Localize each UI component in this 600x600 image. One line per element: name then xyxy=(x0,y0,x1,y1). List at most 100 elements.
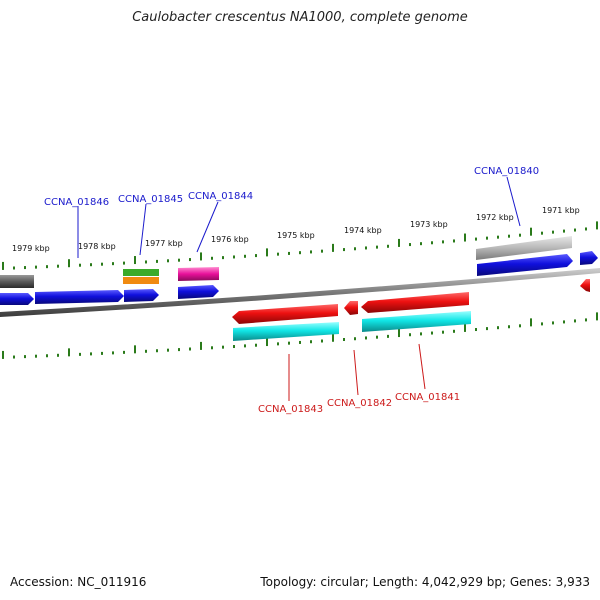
ruler-minor-tick xyxy=(343,338,345,342)
ruler-minor-tick xyxy=(112,262,114,266)
ruler-major-tick xyxy=(2,350,4,359)
ruler-minor-tick xyxy=(442,240,444,244)
gene-label-ccna-01841[interactable]: CCNA_01841 xyxy=(395,392,460,403)
upper-coordinate-ruler xyxy=(2,221,598,270)
ruler-minor-tick xyxy=(35,354,37,358)
ruler-minor-tick xyxy=(585,318,587,322)
ruler-minor-tick xyxy=(277,342,279,346)
ruler-major-tick xyxy=(266,248,268,257)
gene-feature-green[interactable] xyxy=(123,269,159,276)
ruler-minor-tick xyxy=(497,235,499,239)
map-title: Caulobacter crescentus NA1000, complete … xyxy=(132,10,468,25)
ruler-minor-tick xyxy=(310,250,312,254)
ruler-minor-tick xyxy=(244,254,246,258)
ruler-major-tick xyxy=(398,329,400,338)
tick-label-1979: 1979 kbp xyxy=(12,244,50,253)
ruler-major-tick xyxy=(68,259,70,268)
gene-feature-dark-gray[interactable] xyxy=(0,275,34,288)
ruler-minor-tick xyxy=(24,266,26,270)
ruler-minor-tick xyxy=(354,247,356,251)
ruler-major-tick xyxy=(332,333,334,342)
gene-feature-ccna-01844[interactable] xyxy=(178,267,219,281)
genome-backbone xyxy=(0,268,600,317)
ruler-minor-tick xyxy=(552,230,554,234)
ruler-minor-tick xyxy=(57,353,59,357)
gene-arrow-red-small[interactable] xyxy=(580,279,590,292)
ruler-minor-tick xyxy=(35,265,37,269)
ruler-minor-tick xyxy=(475,328,477,332)
ruler-minor-tick xyxy=(211,346,213,350)
forward-strand-track xyxy=(0,236,598,305)
genome-summary-text: Topology: circular; Length: 4,042,929 bp… xyxy=(260,575,590,589)
gene-label-ccna-01845[interactable]: CCNA_01845 xyxy=(118,194,183,205)
gene-feature-orange[interactable] xyxy=(123,277,159,284)
lower-coordinate-ruler xyxy=(2,312,598,359)
gene-label-ccna-01843[interactable]: CCNA_01843 xyxy=(258,404,323,415)
ruler-minor-tick xyxy=(376,335,378,339)
ruler-major-tick xyxy=(464,323,466,332)
ruler-minor-tick xyxy=(211,256,213,260)
ruler-minor-tick xyxy=(563,320,565,324)
ruler-minor-tick xyxy=(112,351,114,355)
gene-arrow-ccna-01841[interactable] xyxy=(361,292,469,313)
ruler-minor-tick xyxy=(563,229,565,233)
gene-feature-cyan-2[interactable] xyxy=(362,311,471,332)
ruler-minor-tick xyxy=(343,248,345,252)
tick-label-1976: 1976 kbp xyxy=(211,235,249,244)
ruler-minor-tick xyxy=(321,249,323,253)
ruler-major-tick xyxy=(398,238,400,247)
ruler-major-tick xyxy=(596,221,598,230)
gene-feature-cyan-1[interactable] xyxy=(233,322,339,341)
ruler-minor-tick xyxy=(13,266,15,270)
ruler-minor-tick xyxy=(46,354,48,358)
ruler-minor-tick xyxy=(13,355,15,359)
ruler-minor-tick xyxy=(409,243,411,247)
ruler-minor-tick xyxy=(178,348,180,352)
gene-arrow-blue-5[interactable] xyxy=(477,254,573,276)
ruler-minor-tick xyxy=(486,236,488,240)
ruler-minor-tick xyxy=(24,355,26,359)
ruler-minor-tick xyxy=(277,252,279,256)
ruler-minor-tick xyxy=(519,324,521,328)
gene-arrow-ccna-01846[interactable] xyxy=(35,290,124,304)
ruler-minor-tick xyxy=(90,352,92,356)
gene-label-ccna-01842[interactable]: CCNA_01842 xyxy=(327,398,392,409)
ruler-minor-tick xyxy=(508,234,510,238)
ruler-minor-tick xyxy=(585,227,587,231)
ruler-minor-tick xyxy=(189,258,191,262)
ruler-minor-tick xyxy=(123,350,125,354)
ruler-minor-tick xyxy=(46,265,48,269)
ruler-major-tick xyxy=(530,318,532,327)
label-leader-lines xyxy=(77,176,521,401)
tick-label-1978: 1978 kbp xyxy=(78,242,116,251)
tick-label-1972: 1972 kbp xyxy=(476,213,514,222)
ruler-minor-tick xyxy=(145,349,147,353)
gene-label-ccna-01846[interactable]: CCNA_01846 xyxy=(44,197,109,208)
ruler-minor-tick xyxy=(90,263,92,267)
ruler-minor-tick xyxy=(497,326,499,330)
gene-arrow-blue-4[interactable] xyxy=(178,285,219,299)
ruler-major-tick xyxy=(200,341,202,350)
gene-arrow-ccna-01843[interactable] xyxy=(232,304,338,324)
ruler-minor-tick xyxy=(541,231,543,235)
ruler-minor-tick xyxy=(552,321,554,325)
ruler-minor-tick xyxy=(79,352,81,356)
gene-label-ccna-01844[interactable]: CCNA_01844 xyxy=(188,191,253,202)
gene-label-ccna-01840[interactable]: CCNA_01840 xyxy=(474,166,539,177)
ruler-minor-tick xyxy=(244,344,246,348)
ruler-minor-tick xyxy=(354,337,356,341)
ruler-minor-tick xyxy=(387,334,389,338)
gene-arrow-blue-1[interactable] xyxy=(0,293,34,305)
ruler-minor-tick xyxy=(365,246,367,250)
ruler-minor-tick xyxy=(233,255,235,259)
ruler-minor-tick xyxy=(376,245,378,249)
gene-arrow-ccna-01845[interactable] xyxy=(124,289,159,302)
gene-arrow-ccna-01842[interactable] xyxy=(344,301,358,315)
ruler-major-tick xyxy=(266,338,268,347)
ruler-minor-tick xyxy=(299,251,301,255)
gene-arrow-blue-6[interactable] xyxy=(580,251,598,265)
ruler-minor-tick xyxy=(288,251,290,255)
gene-feature-ccna-01840[interactable] xyxy=(476,236,572,260)
ruler-minor-tick xyxy=(123,261,125,265)
